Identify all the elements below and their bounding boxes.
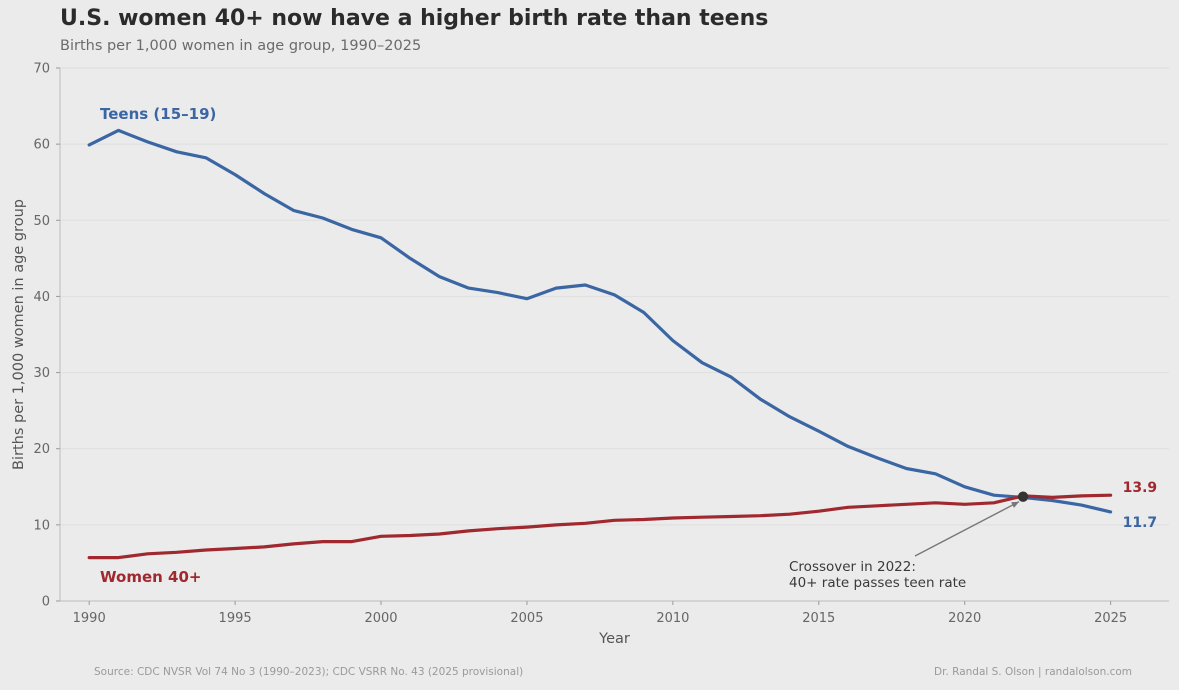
- y-tick-label: 50: [33, 214, 50, 229]
- y-tick-label: 20: [33, 442, 50, 457]
- x-tick-label: 2000: [364, 611, 397, 626]
- end-value-label-women-40-plus: 13.9: [1123, 480, 1158, 496]
- x-tick-label: 1995: [219, 611, 252, 626]
- chart-title: U.S. women 40+ now have a higher birth r…: [60, 6, 769, 31]
- y-tick-label: 30: [33, 366, 50, 381]
- crossover-marker: [1017, 491, 1029, 502]
- y-tick-label: 40: [33, 290, 50, 305]
- series-label-women-40-plus: Women 40+: [100, 568, 201, 586]
- x-tick-label: 1990: [73, 611, 106, 626]
- chart-subtitle: Births per 1,000 women in age group, 199…: [60, 38, 422, 54]
- x-axis-title: Year: [598, 631, 630, 647]
- annotation-arrowhead: [1011, 501, 1020, 508]
- source-note: Source: CDC NVSR Vol 74 No 3 (1990–2023)…: [94, 666, 524, 678]
- y-tick-label: 60: [33, 138, 50, 153]
- annotation-text-line1: Crossover in 2022:: [789, 559, 916, 575]
- x-tick-label: 2025: [1094, 611, 1127, 626]
- x-tick-label: 2010: [656, 611, 689, 626]
- y-tick-label: 0: [42, 595, 50, 610]
- end-value-label-teens: 11.7: [1123, 515, 1158, 531]
- x-tick-label: 2005: [510, 611, 543, 626]
- x-tick-label: 2015: [802, 611, 835, 626]
- x-tick-label: 2020: [948, 611, 981, 626]
- series-line-teens: [87, 128, 1113, 514]
- author-credit: Dr. Randal S. Olson | randalolson.com: [934, 666, 1132, 678]
- series-line-women-40-plus: [87, 493, 1113, 560]
- y-tick-label: 10: [33, 518, 50, 533]
- y-axis-title: Births per 1,000 women in age group: [11, 199, 27, 470]
- y-tick-label: 70: [33, 62, 50, 77]
- annotation-text-line2: 40+ rate passes teen rate: [789, 575, 966, 591]
- annotation-arrow-line: [914, 501, 1020, 557]
- series-label-teens: Teens (15–19): [100, 105, 216, 123]
